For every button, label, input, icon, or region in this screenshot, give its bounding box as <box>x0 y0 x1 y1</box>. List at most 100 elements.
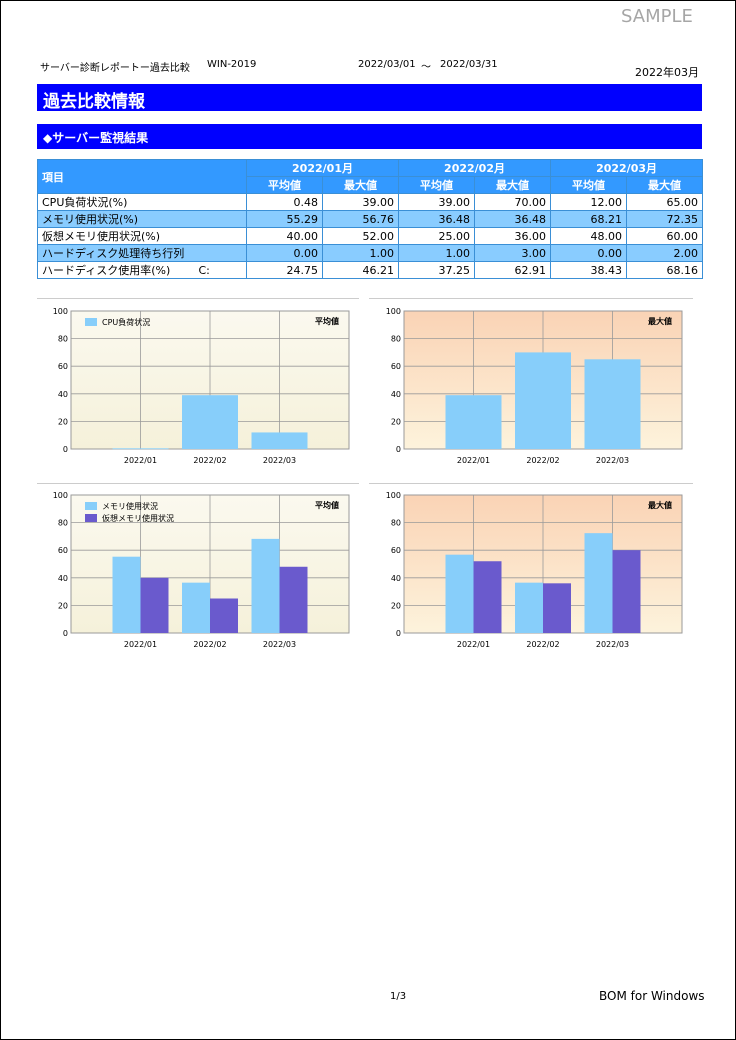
bar <box>251 538 280 633</box>
x-tick-label: 2022/03 <box>596 456 629 465</box>
cell-value: 0.00 <box>246 244 323 262</box>
chart-title: 最大値 <box>648 316 672 326</box>
row-sublabel: C: <box>194 261 247 279</box>
y-tick-label: 60 <box>391 546 401 555</box>
month-header: 2022/03月 <box>550 159 704 177</box>
monitor-table: 項目 2022/01月 2022/02月 2022/03月 平均値 最大値 平均… <box>37 159 704 279</box>
x-tick-label: 2022/01 <box>457 456 490 465</box>
y-tick-label: 0 <box>63 629 68 638</box>
bar <box>182 582 210 633</box>
y-tick-label: 100 <box>386 491 401 500</box>
x-tick-label: 2022/03 <box>263 456 296 465</box>
x-tick-label: 2022/01 <box>124 456 157 465</box>
x-tick-label: 2022/03 <box>263 640 296 649</box>
bar <box>515 352 571 449</box>
cell-value: 68.16 <box>626 261 704 279</box>
cell-value: 70.00 <box>474 193 552 211</box>
cell-value: 36.48 <box>398 210 476 228</box>
chart-title: 平均値 <box>315 316 339 326</box>
bar <box>112 556 141 633</box>
bar <box>584 533 613 633</box>
y-tick-label: 80 <box>58 519 68 528</box>
y-tick-label: 60 <box>58 362 68 371</box>
bar <box>279 566 308 633</box>
table-row: メモリ使用状況(%) 55.29 56.76 36.48 36.48 68.21… <box>37 210 704 228</box>
period-start: 2022/03/01 <box>358 59 416 70</box>
y-tick-label: 0 <box>63 445 68 454</box>
y-tick-label: 80 <box>391 519 401 528</box>
legend-swatch <box>85 502 97 510</box>
memory-max-chart: 0 20 40 60 80 100 2022/01 2022/02 2022/03 最大値 <box>386 491 683 649</box>
bar <box>210 598 238 633</box>
bar <box>112 448 169 450</box>
y-tick-label: 80 <box>391 335 401 344</box>
bar <box>445 395 502 449</box>
x-tick-label: 2022/01 <box>124 640 157 649</box>
cell-value: 65.00 <box>626 193 704 211</box>
max-header: 最大値 <box>626 176 704 194</box>
row-label: メモリ使用状況(%) <box>37 210 247 228</box>
cell-value: 68.21 <box>550 210 628 228</box>
x-tick-label: 2022/02 <box>193 456 226 465</box>
y-tick-label: 0 <box>396 445 401 454</box>
cell-value: 37.25 <box>398 261 476 279</box>
chart-separator <box>369 483 693 484</box>
table-row: CPU負荷状況(%) 0.48 39.00 39.00 70.00 12.00 … <box>37 193 704 211</box>
bar <box>445 554 474 633</box>
section-title-bar: 過去比較情報 <box>37 84 702 112</box>
x-tick-label: 2022/02 <box>526 456 559 465</box>
cell-value: 38.43 <box>550 261 628 279</box>
brand-name: BOM for Windows <box>599 989 705 1003</box>
sample-watermark: SAMPLE <box>621 6 693 27</box>
avg-header: 平均値 <box>398 176 476 194</box>
cell-value: 36.48 <box>474 210 552 228</box>
bar <box>251 432 308 449</box>
cpu-max-chart: 0 20 40 60 80 100 2022/01 2022/02 2022/03 最大値 <box>386 307 683 465</box>
cell-value: 56.76 <box>321 210 400 228</box>
legend-label: CPU負荷状況 <box>102 317 150 327</box>
x-tick-label: 2022/03 <box>596 640 629 649</box>
period-end: 2022/03/31 <box>440 59 498 70</box>
cell-value: 36.00 <box>474 227 552 245</box>
cell-value: 12.00 <box>550 193 628 211</box>
y-tick-label: 100 <box>386 307 401 316</box>
cell-value: 52.00 <box>321 227 400 245</box>
y-tick-label: 40 <box>391 390 401 399</box>
y-tick-label: 60 <box>391 362 401 371</box>
page-number: 1/3 <box>390 991 407 1002</box>
cell-value: 0.48 <box>246 193 323 211</box>
legend-label: メモリ使用状況 <box>102 501 158 511</box>
row-label: CPU負荷状況(%) <box>37 193 247 211</box>
y-tick-label: 20 <box>391 417 401 426</box>
y-tick-label: 0 <box>396 629 401 638</box>
chart-title: 平均値 <box>315 500 339 510</box>
bar <box>140 577 169 633</box>
y-tick-label: 100 <box>53 307 68 316</box>
memory-avg-chart: 0 20 40 60 80 100 2022/01 2022/02 2022/03 平均値 メモリ使… <box>53 491 350 649</box>
period-separator: ～ <box>421 62 431 73</box>
table-row: 仮想メモリ使用状況(%) 40.00 52.00 25.00 36.00 48.… <box>37 227 704 245</box>
max-header: 最大値 <box>321 176 400 194</box>
server-name: WIN-2019 <box>207 59 257 70</box>
y-tick-label: 40 <box>391 574 401 583</box>
y-tick-label: 100 <box>53 491 68 500</box>
cell-value: 62.91 <box>474 261 552 279</box>
chart-title: 最大値 <box>648 500 672 510</box>
cell-value: 3.00 <box>474 244 552 262</box>
item-header: 項目 <box>37 159 247 194</box>
cell-value: 39.00 <box>398 193 476 211</box>
month-header: 2022/02月 <box>398 159 552 177</box>
y-tick-label: 20 <box>391 601 401 610</box>
legend-label: 仮想メモリ使用状況 <box>102 513 174 523</box>
row-label: ハードディスク処理待ち行列 <box>37 244 247 262</box>
y-tick-label: 40 <box>58 574 68 583</box>
section-title: 過去比較情報 <box>43 92 145 112</box>
bar <box>584 359 641 449</box>
report-title: サーバー診断レポートー過去比較 <box>40 63 190 74</box>
y-tick-label: 20 <box>58 601 68 610</box>
table-row: ハードディスク処理待ち行列 0.00 1.00 1.00 3.00 0.00 2… <box>37 244 704 262</box>
cpu-avg-chart: 0 20 40 60 80 100 2022/01 2022/02 2022/03 平均値 CPU負… <box>53 307 350 465</box>
bar <box>612 550 641 633</box>
y-tick-label: 20 <box>58 417 68 426</box>
cell-value: 24.75 <box>246 261 323 279</box>
